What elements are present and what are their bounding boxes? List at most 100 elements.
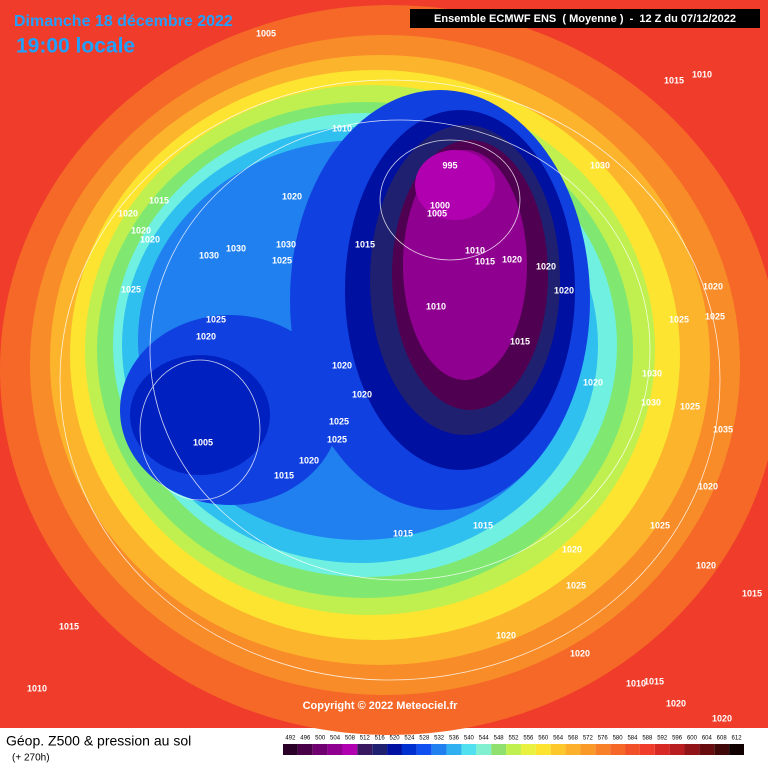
legend-label: 604 bbox=[702, 736, 713, 742]
legend-swatch bbox=[639, 744, 655, 755]
legend-swatch bbox=[297, 744, 313, 755]
legend-swatch bbox=[669, 744, 685, 755]
legend-swatch bbox=[699, 744, 715, 755]
legend-swatch bbox=[654, 744, 670, 755]
isobar-label: 1030 bbox=[642, 368, 662, 378]
legend-label: 580 bbox=[613, 736, 624, 742]
isobar-label: 1035 bbox=[713, 424, 733, 434]
legend-label: 596 bbox=[672, 736, 683, 742]
legend-label: 584 bbox=[627, 736, 638, 742]
legend-label: 600 bbox=[687, 736, 698, 742]
isobar-label: 1005 bbox=[256, 28, 276, 38]
isobar-label: 1020 bbox=[352, 389, 372, 399]
legend-swatch bbox=[714, 744, 730, 755]
isobar-label: 1020 bbox=[712, 713, 732, 723]
legend-label: 592 bbox=[657, 736, 668, 742]
isobar-label: 1015 bbox=[742, 588, 762, 598]
footer-title: Géop. Z500 & pression au sol bbox=[6, 733, 191, 749]
legend-swatch bbox=[401, 744, 417, 755]
isobar-label: 1010 bbox=[27, 683, 47, 693]
isobar-label: 1010 bbox=[332, 123, 352, 133]
legend-swatch bbox=[327, 744, 343, 755]
legend-swatch bbox=[535, 744, 551, 755]
isobar-label: 1025 bbox=[272, 255, 292, 265]
legend: 492 496 500 504 508 512 516 520 524 528 532 536 540 5… bbox=[283, 736, 744, 755]
isobar-label: 1020 bbox=[140, 234, 160, 244]
legend-swatch bbox=[283, 744, 298, 755]
legend-label: 608 bbox=[717, 736, 728, 742]
isobar-label: 1020 bbox=[666, 698, 686, 708]
isobar-label: 1020 bbox=[536, 261, 556, 271]
isobar-label: 1025 bbox=[206, 314, 226, 324]
isobar-label: 1010 bbox=[426, 301, 446, 311]
legend-label: 532 bbox=[434, 736, 445, 742]
legend-label: 508 bbox=[345, 736, 356, 742]
legend-label: 572 bbox=[583, 736, 594, 742]
isobar-label: 1010 bbox=[692, 69, 712, 79]
legend-swatch bbox=[729, 744, 744, 755]
isobar-label: 1030 bbox=[590, 160, 610, 170]
isobar-label: 1015 bbox=[149, 195, 169, 205]
isobar-label: 1025 bbox=[121, 284, 141, 294]
isobar-label: 1020 bbox=[118, 208, 138, 218]
isobar-label: 1015 bbox=[393, 528, 413, 538]
legend-label: 528 bbox=[419, 736, 430, 742]
isobar-label: 1025 bbox=[650, 520, 670, 530]
legend-label: 500 bbox=[315, 736, 326, 742]
isobar-label: 1025 bbox=[705, 311, 725, 321]
isobar-label: 1030 bbox=[276, 239, 296, 249]
isobar-label: 1020 bbox=[299, 455, 319, 465]
isobar-label: 1015 bbox=[644, 676, 664, 686]
isobar-label: 1025 bbox=[327, 434, 347, 444]
isobar-label: 1020 bbox=[554, 285, 574, 295]
legend-swatch bbox=[565, 744, 581, 755]
isobar-label: 1030 bbox=[641, 397, 661, 407]
isobar-label: 1020 bbox=[496, 630, 516, 640]
isobar-label: 1010 bbox=[465, 245, 485, 255]
isobar-label: 1015 bbox=[355, 239, 375, 249]
isobar-label: 1015 bbox=[475, 256, 495, 266]
footer-lead: (+ 270h) bbox=[12, 753, 50, 764]
legend-label: 548 bbox=[494, 736, 505, 742]
legend-swatch bbox=[580, 744, 596, 755]
legend-swatch bbox=[312, 744, 328, 755]
isobar-label: 1025 bbox=[329, 416, 349, 426]
date: Dimanche 18 décembre 2022 bbox=[14, 13, 233, 30]
legend-label: 560 bbox=[538, 736, 549, 742]
legend-label: 516 bbox=[375, 736, 386, 742]
legend-swatch bbox=[491, 744, 507, 755]
isobar-label: 995 bbox=[442, 160, 457, 170]
legend-label: 612 bbox=[732, 736, 743, 742]
header-box bbox=[410, 9, 760, 28]
legend-label: 568 bbox=[568, 736, 579, 742]
legend-swatch bbox=[625, 744, 640, 755]
legend-label: 564 bbox=[553, 736, 564, 742]
legend-label: 520 bbox=[390, 736, 401, 742]
isobar-label: 1000 bbox=[430, 200, 450, 210]
legend-swatch bbox=[610, 744, 626, 755]
isobar-label: 1020 bbox=[332, 360, 352, 370]
time: 19:00 locale bbox=[16, 35, 135, 58]
legend-label: 552 bbox=[508, 736, 519, 742]
isobar-label: 1020 bbox=[698, 481, 718, 491]
isobar-label: 1010 bbox=[626, 678, 646, 688]
legend-swatch bbox=[520, 744, 536, 755]
legend-label: 544 bbox=[479, 736, 490, 742]
isobar-label: 1025 bbox=[566, 580, 586, 590]
legend-label: 540 bbox=[464, 736, 475, 742]
legend-label: 504 bbox=[330, 736, 341, 742]
isobars bbox=[59, 79, 721, 681]
legend-label: 556 bbox=[523, 736, 534, 742]
legend-swatch bbox=[476, 744, 492, 755]
model-title: Ensemble ECMWF ENS ( Moyenne ) - 12 Z du… bbox=[434, 13, 736, 25]
legend-label: 536 bbox=[449, 736, 460, 742]
isobar-label: 1020 bbox=[196, 331, 216, 341]
isobar-label: 1020 bbox=[502, 254, 522, 264]
legend-label: 524 bbox=[404, 736, 415, 742]
legend-swatch bbox=[595, 744, 611, 755]
legend-label: 496 bbox=[300, 736, 311, 742]
legend-swatch bbox=[342, 744, 358, 755]
isobar-label: 1020 bbox=[570, 648, 590, 658]
